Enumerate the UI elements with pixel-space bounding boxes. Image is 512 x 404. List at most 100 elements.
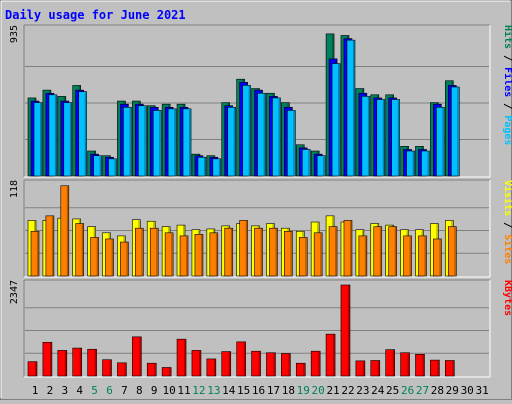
x-tick-label: 18 [282, 384, 295, 397]
bar-kbytes [102, 359, 112, 377]
bar-pages [152, 110, 162, 177]
bar-shade [442, 107, 444, 176]
bar-shade [333, 334, 335, 376]
panel-legend: KBytes [502, 280, 512, 316]
bar-shade [141, 228, 143, 276]
legend-entry: / [502, 49, 512, 67]
bar-pages [212, 158, 222, 177]
bar-shade [228, 352, 231, 376]
bar-kbytes [176, 338, 187, 377]
bar-shade [184, 339, 186, 376]
bar-shade [308, 149, 310, 176]
bar-sites [60, 185, 70, 277]
bar-sites [388, 226, 397, 277]
bar-shade [452, 360, 454, 376]
bar-shade [200, 234, 203, 276]
bar-shade [64, 350, 67, 376]
bar-shade [457, 87, 459, 176]
bar-shade [454, 227, 456, 276]
bar-pages [406, 150, 415, 177]
bar-kbytes [206, 358, 217, 377]
panel-legend: Hits / Files / Pages [502, 25, 512, 145]
bar-sites [149, 227, 159, 277]
bar-sites [209, 232, 219, 277]
bar-pages [436, 106, 445, 177]
bar-shade [320, 233, 322, 276]
bar-shade [422, 354, 424, 376]
bar-sites [358, 235, 368, 277]
bar-shade [109, 360, 112, 376]
bar-shade [169, 367, 171, 376]
bar-pages [242, 85, 251, 177]
x-tick-label: 4 [76, 384, 83, 397]
x-tick-label: 17 [267, 384, 280, 397]
bar-kbytes [266, 352, 276, 377]
x-tick-label: 11 [177, 384, 190, 397]
x-tick-label: 27 [416, 384, 429, 397]
bar-shade [258, 351, 261, 376]
bar-shade [352, 40, 355, 176]
panel-legend: Visits / Sites [502, 180, 512, 264]
bar-pages [421, 150, 430, 177]
bar-shade [273, 353, 275, 376]
bar-pages [376, 99, 386, 177]
bar-pages [108, 158, 117, 177]
bar-shade [323, 156, 325, 176]
bar-pages [450, 86, 460, 177]
x-tick-label: 10 [163, 384, 176, 397]
bar-sites [254, 227, 263, 277]
bar-shade [154, 363, 156, 376]
x-tick-label: 22 [341, 384, 354, 397]
bar-shade [174, 109, 176, 176]
bar-kbytes [117, 362, 127, 377]
bar-shade [362, 361, 365, 376]
legend-entry: Sites [502, 234, 512, 264]
x-axis: 1 2 3 4 5 6 7 8 9 10 11 12 13 14 15 16 17 18 19 20 21 22 23 24 2… [32, 384, 489, 397]
bar-shade [84, 92, 87, 176]
bar-shade [81, 224, 84, 276]
bar-shade [40, 103, 42, 176]
bar-shade [186, 236, 188, 276]
bar-sites [120, 241, 129, 277]
x-tick-label: 8 [136, 384, 143, 397]
bar-sites [343, 220, 353, 277]
bar-sites [269, 227, 278, 277]
x-tick-label: 21 [326, 384, 339, 397]
bar-kbytes [251, 350, 261, 377]
bar-sites [418, 235, 427, 277]
bar-shade [96, 237, 99, 276]
bar-shade [198, 350, 201, 376]
x-tick-label: 5 [91, 384, 98, 397]
bar-pages [227, 106, 237, 177]
bar-shade [349, 220, 352, 276]
bar-shade [233, 107, 236, 176]
bar-kbytes [340, 284, 351, 377]
bar-shade [35, 362, 37, 376]
bar-shade [69, 103, 72, 176]
bar-sites [447, 226, 457, 277]
bar-kbytes [370, 360, 381, 377]
bar-sites [373, 226, 383, 277]
panel-max-label: 935 [9, 25, 20, 43]
bar-pages [78, 91, 88, 177]
bar-kbytes [444, 360, 455, 377]
bar-sites [45, 215, 55, 277]
bar-shade [347, 285, 350, 376]
bar-kbytes [42, 341, 53, 377]
bar-shade [218, 159, 221, 176]
x-tick-label: 19 [297, 384, 310, 397]
bar-kbytes [27, 361, 38, 377]
x-tick-label: 25 [386, 384, 399, 397]
bar-kbytes [132, 336, 142, 377]
bar-shade [293, 110, 295, 176]
bar-shade [156, 228, 158, 276]
bar-shade [318, 351, 320, 376]
panel-hits-files-pages: 935 Hits / Files / Pages [9, 24, 512, 178]
bar-sites [105, 238, 114, 277]
bar-shade [379, 227, 382, 276]
bar-shade [335, 227, 337, 276]
bar-sites [403, 235, 412, 277]
x-tick-label: 9 [151, 384, 158, 397]
